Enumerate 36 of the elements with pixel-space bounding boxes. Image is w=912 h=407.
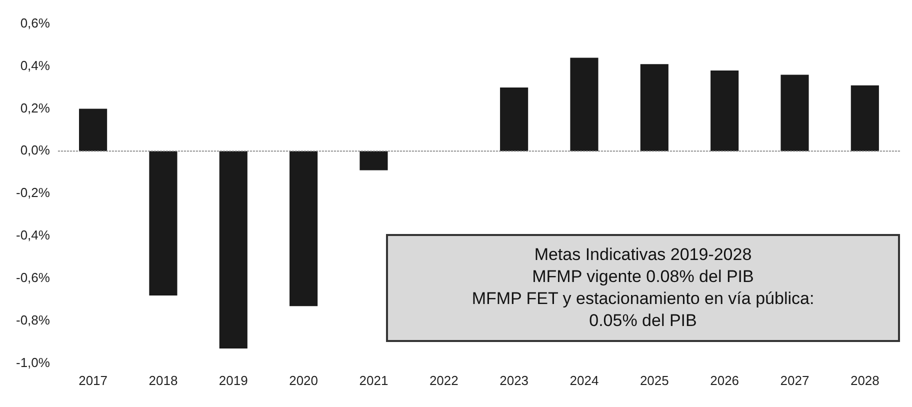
y-tick-label: -0,6% [16, 270, 50, 286]
x-tick-label: 2023 [500, 372, 529, 388]
y-tick-label: -0,8% [16, 312, 50, 328]
annotation: MFMP vigente 0.08% del PIB [531, 266, 755, 288]
y-tick-label: 0,2% [20, 100, 50, 116]
y-tick-label: -1,0% [16, 354, 50, 370]
bar [79, 108, 108, 152]
bar [290, 151, 318, 306]
x-tick-label: 2024 [570, 372, 599, 388]
bar [149, 151, 178, 296]
y-tick-label: 0,4% [20, 58, 50, 73]
annotation: MFMP FET y estacionamiento en vía pública: [470, 288, 816, 310]
bar [640, 64, 668, 152]
annotation: 0.05% del PIB [588, 310, 698, 332]
bar [219, 151, 248, 349]
bar [780, 74, 809, 152]
bar [710, 70, 739, 152]
bar [360, 151, 388, 170]
x-tick-label: 2027 [780, 372, 810, 388]
x-tick-label: 2019 [218, 372, 248, 388]
x-tick-label: 2022 [429, 372, 458, 388]
x-tick-label: 2020 [289, 372, 318, 388]
x-tick-label: 2017 [78, 372, 108, 388]
bar [500, 87, 528, 152]
y-tick-label: -0,2% [16, 185, 50, 200]
x-tick-label: 2018 [148, 372, 178, 388]
y-tick-label: 0,6% [20, 15, 50, 30]
annotation: Metas Indicativas 2019-2028 [533, 244, 753, 266]
x-tick-label: 2026 [710, 372, 740, 388]
x-tick-label: 2028 [850, 372, 880, 388]
bar [570, 58, 598, 152]
bar [850, 85, 879, 152]
y-tick-label: -0,4% [16, 228, 50, 243]
y-tick-label: 0,0% [20, 142, 50, 158]
x-tick-label: 2025 [640, 372, 669, 388]
x-tick-label: 2021 [359, 372, 388, 388]
